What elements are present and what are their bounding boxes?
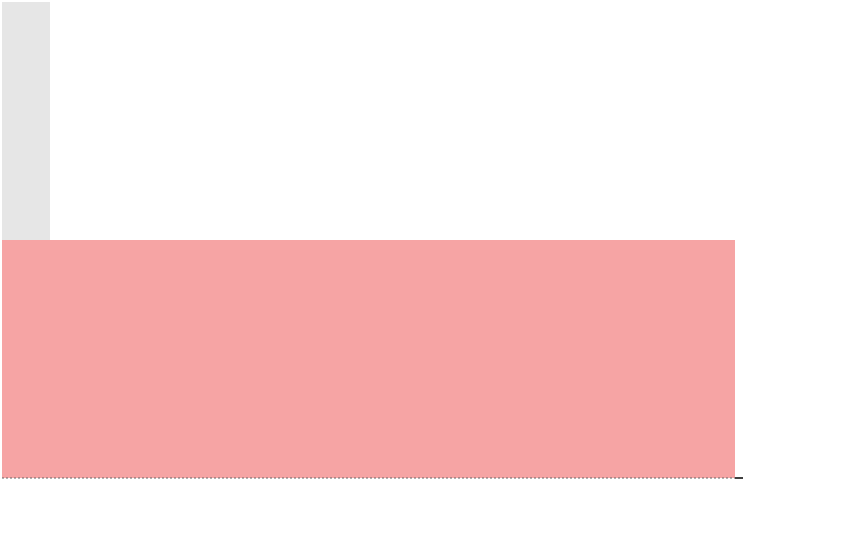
negative-region [2, 240, 735, 478]
intraday-chart [0, 0, 848, 535]
chart-svg [0, 0, 848, 535]
